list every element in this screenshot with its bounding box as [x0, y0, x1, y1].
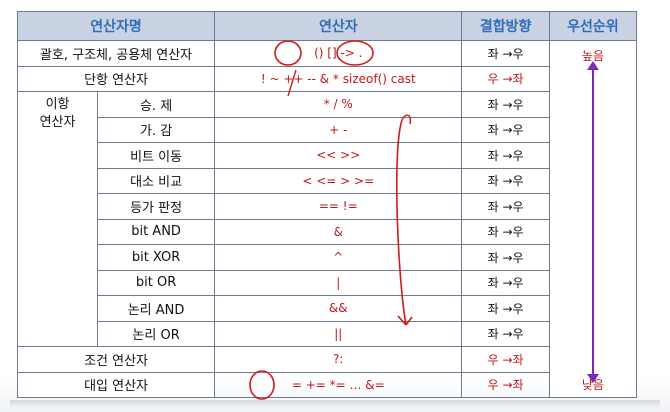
row-operators: ! ~ ++ -- & * sizeof() cast: [214, 65, 463, 92]
row-operators: ?:: [214, 346, 463, 373]
header-priority: 우선순위: [548, 11, 638, 41]
row-operators: &&: [214, 295, 463, 322]
table-row: 대입 연산자 = += *= … &= 우 →좌: [16, 371, 637, 398]
row-operators: = += *= … &=: [214, 371, 463, 398]
table-row: 논리 AND && 좌 →우: [18, 295, 637, 322]
row-associativity: 좌 →우: [461, 320, 550, 347]
table-row: 논리 OR || 좌 →우: [18, 320, 637, 347]
priority-column: 높음 낮음: [548, 40, 638, 398]
row-operators: |: [214, 269, 463, 296]
row-operators: < <= > >=: [214, 167, 463, 194]
priority-high-label: 높음: [581, 49, 604, 63]
row-name: 논리 OR: [97, 320, 216, 347]
table-row: 대소 비교 < <= > >= 좌 →우: [18, 167, 637, 194]
header-operator: 연산자: [214, 11, 463, 41]
priority-low-label: 낮음: [581, 378, 604, 392]
row-associativity: 좌 →우: [461, 142, 550, 169]
binary-group-label-2: 연산자: [39, 115, 76, 130]
row-name: 논리 AND: [97, 295, 216, 322]
table-row: 가. 감 + - 좌 →우: [18, 116, 637, 143]
table-header-row: 연산자명 연산자 결합방향 우선순위: [16, 11, 638, 41]
row-associativity: 우 →좌: [461, 65, 550, 92]
row-name: 등가 판정: [97, 193, 216, 220]
row-operators: + -: [214, 116, 463, 143]
table-row: 등가 판정 == != 좌 →우: [18, 193, 637, 220]
row-operators: == !=: [214, 193, 463, 220]
row-name: 괄호, 구조체, 공용체 연산자: [16, 40, 216, 67]
table-row: bit AND & 좌 →우: [18, 218, 637, 245]
table-row: 단항 연산자 ! ~ ++ -- & * sizeof() cast 우 →좌: [16, 65, 637, 92]
row-associativity: 좌 →우: [461, 244, 550, 271]
slide-shadow: [10, 400, 660, 408]
row-operators: ||: [214, 320, 463, 347]
row-associativity: 좌 →우: [461, 193, 550, 220]
row-operators: ^: [214, 244, 463, 271]
row-name: bit XOR: [97, 244, 216, 271]
row-associativity: 좌 →우: [461, 40, 550, 67]
row-name: 비트 이동: [97, 142, 216, 169]
priority-double-arrow-icon: [586, 61, 599, 383]
row-name: 조건 연산자: [16, 346, 216, 373]
row-name: bit OR: [97, 269, 216, 296]
row-name: 승. 제: [97, 91, 216, 118]
row-associativity: 좌 →우: [461, 218, 550, 245]
row-associativity: 좌 →우: [461, 167, 550, 194]
row-operators: &: [214, 218, 463, 245]
table-row: 괄호, 구조체, 공용체 연산자 () [] -> . 좌 →우 높음 낮음: [16, 40, 638, 398]
table-row: bit OR | 좌 →우: [18, 269, 637, 296]
operator-precedence-table: 연산자명 연산자 결합방향 우선순위 괄호, 구조체, 공용체 연산자 () […: [16, 11, 638, 398]
row-associativity: 우 →좌: [461, 371, 550, 398]
table-row: bit XOR ^ 좌 →우: [18, 244, 637, 271]
row-operators: * / %: [214, 91, 463, 118]
row-operators: () [] -> .: [214, 40, 463, 67]
row-associativity: 좌 →우: [461, 116, 550, 143]
row-associativity: 좌 →우: [461, 269, 550, 296]
row-associativity: 좌 →우: [461, 91, 550, 118]
header-category: 연산자명: [16, 11, 216, 41]
table-row: 조건 연산자 ?: 우 →좌: [16, 346, 637, 373]
row-name: 단항 연산자: [16, 65, 216, 92]
row-name: 대입 연산자: [16, 371, 216, 398]
binary-group-label-1: 이항: [45, 97, 70, 112]
row-name: 대소 비교: [97, 167, 216, 194]
row-name: bit AND: [97, 218, 216, 245]
table-row: 비트 이동 << >> 좌 →우: [18, 142, 637, 169]
row-name: 가. 감: [97, 116, 216, 143]
row-operators: << >>: [214, 142, 463, 169]
row-associativity: 좌 →우: [461, 295, 550, 322]
header-associativity: 결합방향: [461, 11, 550, 41]
row-associativity: 우 →좌: [461, 346, 550, 373]
